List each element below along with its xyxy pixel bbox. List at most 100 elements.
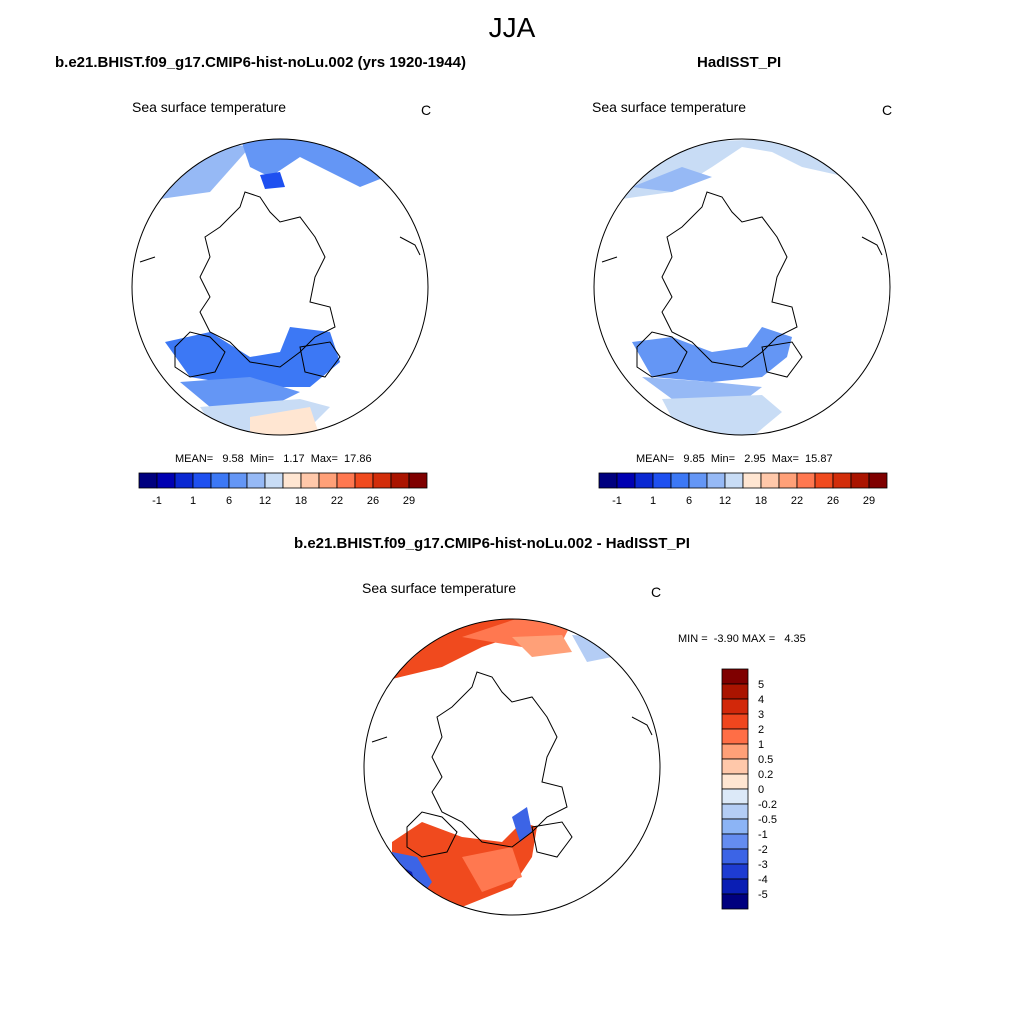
model-panel-title: b.e21.BHIST.f09_g17.CMIP6-hist-noLu.002 … <box>55 54 466 71</box>
diff-colorbar-box <box>721 743 749 760</box>
obs-colorbar-label: 1 <box>650 495 656 507</box>
model-pacific-field <box>160 142 250 199</box>
model-coastlines <box>139 191 421 378</box>
obs-colorbar-box <box>760 472 780 489</box>
model-colorbar-box <box>156 472 176 489</box>
diff-colorbar-label: -0.5 <box>758 814 777 826</box>
model-colorbar-box <box>282 472 302 489</box>
diff-colorbar-box <box>721 803 749 820</box>
obs-colorbar-box <box>724 472 744 489</box>
diff-colorbar: 5 4 3 2 1 0.5 0.2 0 -0.2 -0.5 -1 -2 -3 -4 -5 <box>721 668 777 910</box>
obs-pacific-mid <box>632 167 712 192</box>
diff-colorbar-label: -1 <box>758 829 768 841</box>
model-warm-patch <box>250 407 320 435</box>
model-colorbar-box <box>228 472 248 489</box>
obs-colorbar-box <box>634 472 654 489</box>
model-bering-deep <box>260 172 285 189</box>
diff-units-label: C <box>651 584 662 600</box>
model-colorbar-label: 18 <box>295 495 307 507</box>
obs-colorbar-box <box>850 472 870 489</box>
model-colorbar-label: 6 <box>226 495 232 507</box>
model-colorbar-label: 26 <box>367 495 379 507</box>
diff-atlantic-warm-mid <box>462 847 522 892</box>
diff-coastlines <box>371 671 653 858</box>
obs-colorbar-label: 18 <box>755 495 767 507</box>
model-colorbar-box <box>336 472 356 489</box>
obs-colorbar-label: 29 <box>863 495 875 507</box>
obs-panel-title: HadISST_PI <box>697 54 782 71</box>
model-colorbar-box <box>246 472 266 489</box>
model-colorbar-box <box>372 472 392 489</box>
obs-colorbar-label: 26 <box>827 495 839 507</box>
obs-colorbar-box <box>778 472 798 489</box>
obs-polar-map <box>593 138 891 436</box>
obs-colorbar-box <box>688 472 708 489</box>
diff-colorbar-box <box>721 833 749 850</box>
model-colorbar-label: 22 <box>331 495 343 507</box>
model-colorbar-box <box>408 472 428 489</box>
diff-colorbar-label: 5 <box>758 679 764 691</box>
model-colorbar-label: -1 <box>152 495 162 507</box>
obs-colorbar-box <box>616 472 636 489</box>
diff-colorbar-label: -0.2 <box>758 799 777 811</box>
diff-colorbar-box <box>721 848 749 865</box>
obs-colorbar-box <box>868 472 888 489</box>
diff-colorbar-label: -4 <box>758 874 768 886</box>
model-colorbar-label: 12 <box>259 495 271 507</box>
obs-colorbar-box <box>832 472 852 489</box>
diff-colorbar-label: 4 <box>758 694 764 706</box>
diff-pacific-warm-pale <box>512 635 572 657</box>
diff-colorbar-label: -3 <box>758 859 768 871</box>
obs-colorbar-label: 22 <box>791 495 803 507</box>
diff-variable-label: Sea surface temperature <box>362 580 517 596</box>
diff-colorbar-box <box>721 668 749 685</box>
diff-colorbar-label: 0 <box>758 784 764 796</box>
diff-polar-map <box>363 618 661 916</box>
model-colorbar-box <box>138 472 158 489</box>
obs-colorbar-label: -1 <box>612 495 622 507</box>
obs-colorbar-box <box>670 472 690 489</box>
diff-colorbar-box <box>721 863 749 880</box>
diff-colorbar-box <box>721 788 749 805</box>
diff-colorbar-box <box>721 878 749 895</box>
diff-panel-title: b.e21.BHIST.f09_g17.CMIP6-hist-noLu.002 … <box>294 535 690 552</box>
diff-colorbar-label: -5 <box>758 889 768 901</box>
diff-stats: MIN = -3.90 MAX = 4.35 <box>678 633 806 645</box>
diff-barents-cool <box>512 807 532 842</box>
diff-colorbar-label: 2 <box>758 724 764 736</box>
model-colorbar-box <box>264 472 284 489</box>
obs-stats: MEAN= 9.85 Min= 2.95 Max= 15.87 <box>636 453 833 465</box>
model-atlantic-mid <box>180 377 300 407</box>
diff-colorbar-label: 3 <box>758 709 764 721</box>
model-colorbar-box <box>192 472 212 489</box>
diff-colorbar-box <box>721 728 749 745</box>
model-colorbar-box <box>174 472 194 489</box>
model-colorbar: -1 1 6 12 18 22 26 29 <box>138 472 428 507</box>
obs-colorbar-box <box>706 472 726 489</box>
obs-colorbar-box <box>742 472 762 489</box>
model-colorbar-box <box>300 472 320 489</box>
diff-colorbar-label: -2 <box>758 844 768 856</box>
obs-atlantic-field <box>632 327 792 382</box>
obs-coastlines <box>601 191 883 378</box>
diff-colorbar-label: 0.2 <box>758 769 773 781</box>
obs-colorbar-label: 12 <box>719 495 731 507</box>
obs-atlantic-mid <box>642 377 762 402</box>
model-colorbar-box <box>210 472 230 489</box>
diff-colorbar-box <box>721 713 749 730</box>
obs-colorbar-box <box>652 472 672 489</box>
diff-colorbar-box <box>721 773 749 790</box>
model-polar-map <box>131 138 429 436</box>
obs-colorbar-box <box>796 472 816 489</box>
model-colorbar-box <box>318 472 338 489</box>
diff-colorbar-box <box>721 758 749 775</box>
figure-title: JJA <box>488 12 536 43</box>
diff-colorbar-label: 1 <box>758 739 764 751</box>
obs-units-label: C <box>882 102 893 118</box>
obs-colorbar-box <box>814 472 834 489</box>
model-colorbar-label: 1 <box>190 495 196 507</box>
model-colorbar-box <box>390 472 410 489</box>
diff-colorbar-box <box>721 683 749 700</box>
model-atlantic-field <box>165 327 340 387</box>
diff-colorbar-label: 0.5 <box>758 754 773 766</box>
